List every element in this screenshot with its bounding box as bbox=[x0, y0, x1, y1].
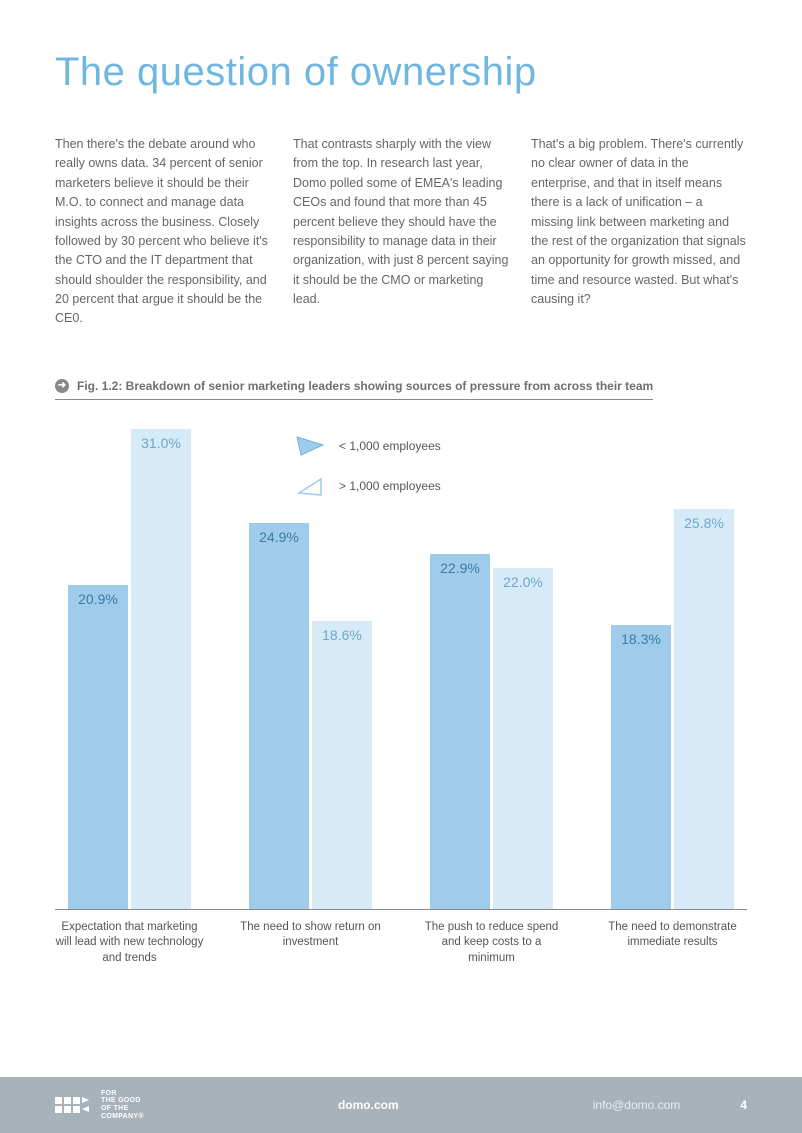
bar-value-label: 20.9% bbox=[68, 591, 128, 607]
x-axis-label: Expectation that marketing will lead wit… bbox=[55, 920, 204, 967]
footer-logo-block: FORTHE GOODOF THECOMPANY® bbox=[55, 1090, 144, 1121]
bar: 22.0% bbox=[493, 568, 553, 909]
bar-value-label: 18.3% bbox=[611, 631, 671, 647]
bar: 25.8% bbox=[674, 509, 734, 908]
bar-value-label: 22.0% bbox=[493, 574, 553, 590]
bar-chart: 20.9% 31.0% 24.9% 18.6% 22.9%22.0% 18.3% 25.8% bbox=[55, 430, 747, 910]
x-axis-label: The need to demonstrate immediate result… bbox=[598, 920, 747, 967]
page-footer: FORTHE GOODOF THECOMPANY® domo.com info@… bbox=[0, 1077, 802, 1133]
figure-caption: ➜ Fig. 1.2: Breakdown of senior marketin… bbox=[55, 379, 653, 400]
body-col-3: That's a big problem. There's currently … bbox=[531, 135, 747, 329]
bar: 22.9% bbox=[430, 554, 490, 909]
page-title: The question of ownership bbox=[55, 50, 747, 95]
figure-caption-text: Fig. 1.2: Breakdown of senior marketing … bbox=[77, 379, 653, 393]
domo-logo-icon bbox=[55, 1092, 91, 1118]
body-col-1: Then there's the debate around who reall… bbox=[55, 135, 271, 329]
bar-value-label: 25.8% bbox=[674, 515, 734, 531]
bar-value-label: 31.0% bbox=[131, 435, 191, 451]
body-col-2: That contrasts sharply with the view fro… bbox=[293, 135, 509, 329]
bar: 31.0% bbox=[131, 429, 191, 909]
arrow-right-circle-icon: ➜ bbox=[55, 379, 69, 393]
footer-page-number: 4 bbox=[740, 1098, 747, 1112]
footer-domain: domo.com bbox=[144, 1098, 593, 1112]
bar-value-label: 24.9% bbox=[249, 529, 309, 545]
x-axis-labels: Expectation that marketing will lead wit… bbox=[55, 920, 747, 967]
bar-group: 18.3% 25.8% bbox=[598, 430, 747, 909]
bar-group: 22.9%22.0% bbox=[417, 430, 566, 909]
body-columns: Then there's the debate around who reall… bbox=[55, 135, 747, 329]
x-axis-label: The push to reduce spend and keep costs … bbox=[417, 920, 566, 967]
bar-group: 20.9% 31.0% bbox=[55, 430, 204, 909]
bar-value-label: 22.9% bbox=[430, 560, 490, 576]
bar-value-label: 18.6% bbox=[312, 627, 372, 643]
x-axis-label: The need to show return on investment bbox=[236, 920, 385, 967]
footer-email: info@domo.com bbox=[593, 1098, 681, 1112]
footer-tagline: FORTHE GOODOF THECOMPANY® bbox=[101, 1090, 144, 1121]
bar: 24.9% bbox=[249, 523, 309, 909]
chart-container: < 1,000 employees > 1,000 employees 20.9… bbox=[55, 430, 747, 967]
bar-group: 24.9% 18.6% bbox=[236, 430, 385, 909]
bar: 20.9% bbox=[68, 585, 128, 909]
bar: 18.3% bbox=[611, 625, 671, 908]
bar: 18.6% bbox=[312, 621, 372, 909]
